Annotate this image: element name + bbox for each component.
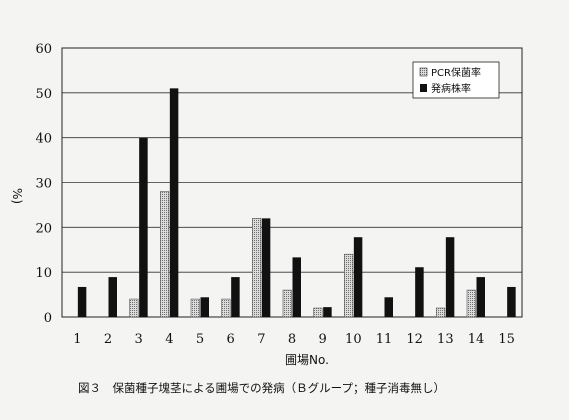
x-tick-label: 12 [406, 332, 423, 347]
bar-pcr [129, 298, 139, 318]
bar-pcr [190, 298, 200, 318]
x-tick-label: 14 [468, 332, 485, 347]
bar-disease-rate [139, 137, 148, 317]
y-tick-label: 50 [35, 87, 52, 102]
bar-disease-rate [415, 267, 424, 317]
y-tick-label: 10 [35, 266, 52, 281]
x-tick-label: 6 [227, 332, 235, 347]
gridlines [62, 92, 522, 273]
bar-disease-rate [353, 237, 363, 317]
y-tick-label: 20 [35, 221, 52, 236]
legend-swatch-disease [420, 84, 427, 92]
y-tick-label: 60 [35, 42, 52, 57]
bar-disease-rate [384, 297, 393, 317]
bar-pcr [221, 298, 231, 318]
bar-disease-rate [169, 88, 179, 317]
x-tick-label: 1 [73, 332, 81, 347]
bar-disease-rate [445, 237, 455, 317]
x-tick-label: 2 [104, 332, 112, 347]
legend-label-disease: 発病株率 [431, 82, 471, 95]
bar-disease-rate [200, 297, 209, 317]
legend-swatch-pcr [419, 67, 428, 77]
y-tick-labels: 0 10 20 30 40 50 60 [35, 42, 52, 326]
bar-pcr [160, 191, 170, 318]
bars [77, 88, 516, 318]
x-tick-label: 9 [319, 332, 327, 347]
legend-box [412, 61, 500, 99]
bar-disease-rate [323, 307, 332, 317]
x-tick-labels: 1 2 3 4 5 6 7 8 9 10 11 12 13 14 15 [73, 332, 515, 347]
bar-disease-rate [507, 286, 516, 317]
y-tick-label: 40 [35, 132, 52, 147]
legend: PCR保菌率 発病株率 [412, 61, 500, 99]
x-tick-label: 13 [437, 332, 454, 347]
x-tick-label: 4 [165, 332, 173, 347]
bar-pcr [252, 218, 262, 318]
x-tick-label: 5 [196, 332, 204, 347]
bar-disease-rate [231, 277, 240, 317]
bar-pcr [466, 289, 476, 318]
bar-pcr [313, 307, 323, 318]
bar-disease-rate [77, 286, 87, 317]
x-tick-label: 11 [376, 332, 393, 347]
legend-label-pcr: PCR保菌率 [431, 66, 481, 79]
y-axis-title: %) [10, 188, 24, 204]
bar-disease-rate [476, 277, 485, 317]
bar-disease-rate [292, 257, 301, 317]
x-tick-label: 3 [135, 332, 143, 347]
bar-pcr [436, 307, 446, 318]
x-tick-label: 10 [345, 332, 362, 347]
x-axis-title: 圃場No. [285, 353, 329, 367]
y-tick-label: 30 [35, 177, 52, 192]
y-tick-label: 0 [44, 311, 52, 326]
bar-pcr [282, 289, 292, 318]
bar-disease-rate [261, 218, 271, 317]
x-tick-label: 15 [498, 332, 515, 347]
x-tick-label: 7 [257, 332, 265, 347]
plot-area-frame [61, 47, 523, 318]
bar-disease-rate [108, 277, 117, 317]
bar-pcr [344, 253, 354, 318]
figure-caption: 図３ 保菌種子塊茎による圃場での発病（Ｂグループ；種子消毒無し） [78, 381, 445, 395]
x-tick-label: 8 [288, 332, 296, 347]
